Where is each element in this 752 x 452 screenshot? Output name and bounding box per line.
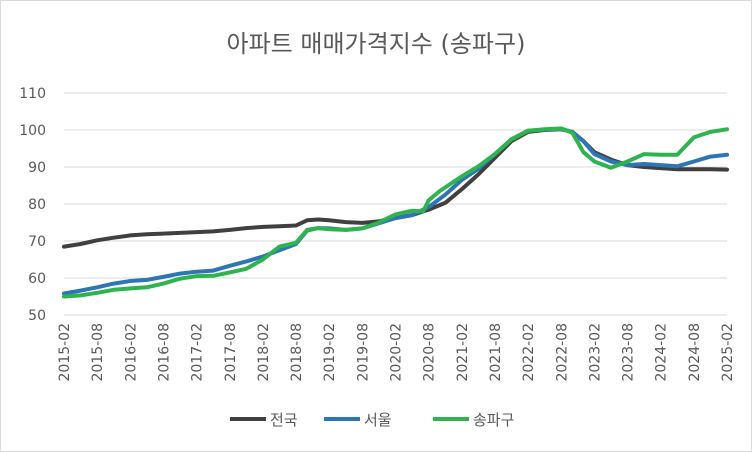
y-tick-label: 90 [28,160,46,176]
x-tick-label: 2015-08 [90,323,106,382]
y-tick-label: 80 [28,197,46,213]
y-tick-label: 100 [19,123,46,139]
y-axis-ticks: 50 60 70 80 90 100 110 [19,86,46,324]
x-tick-label: 2024-02 [654,323,670,382]
x-tick-label: 2022-02 [521,323,537,382]
series-line-전국 [62,127,729,249]
x-tick-label: 2015-02 [57,323,73,382]
series-lines [62,126,729,299]
x-tick-label: 2023-02 [587,323,603,382]
y-tick-label: 110 [19,86,46,102]
legend-label: 전국 [270,411,298,429]
series-line-송파구 [62,126,729,299]
x-tick-label: 2025-02 [720,323,736,382]
x-tick-label: 2018-08 [289,323,305,382]
x-tick-label: 2017-08 [223,323,239,382]
chart-title: 아파트 매매가격지수 (송파구) [227,30,526,58]
x-tick-label: 2020-02 [389,323,405,382]
x-tick-label: 2020-08 [422,323,438,382]
series-line-서울 [62,126,729,296]
x-tick-label: 2019-08 [355,323,371,382]
x-tick-label: 2021-08 [488,323,504,382]
gridlines [64,92,727,316]
x-tick-label: 2021-02 [455,323,471,382]
x-axis-ticks: 2015-02 2015-08 2016-02 2016-08 2017-02 2017-… [57,323,736,382]
x-tick-label: 2016-08 [156,323,172,382]
x-tick-label: 2018-02 [256,323,272,382]
legend-label: 서울 [364,411,392,429]
x-tick-label: 2022-08 [554,323,570,382]
x-tick-label: 2023-08 [621,323,637,382]
y-tick-label: 70 [28,234,46,250]
y-tick-label: 50 [28,308,46,324]
x-tick-label: 2024-08 [687,323,703,382]
x-tick-label: 2016-02 [123,323,139,382]
x-tick-label: 2019-02 [322,323,338,382]
legend-label: 송파구 [473,411,514,429]
x-tick-label: 2017-02 [190,323,206,382]
y-tick-label: 60 [28,271,46,287]
legend: 전국 서울 송파구 [230,411,514,429]
